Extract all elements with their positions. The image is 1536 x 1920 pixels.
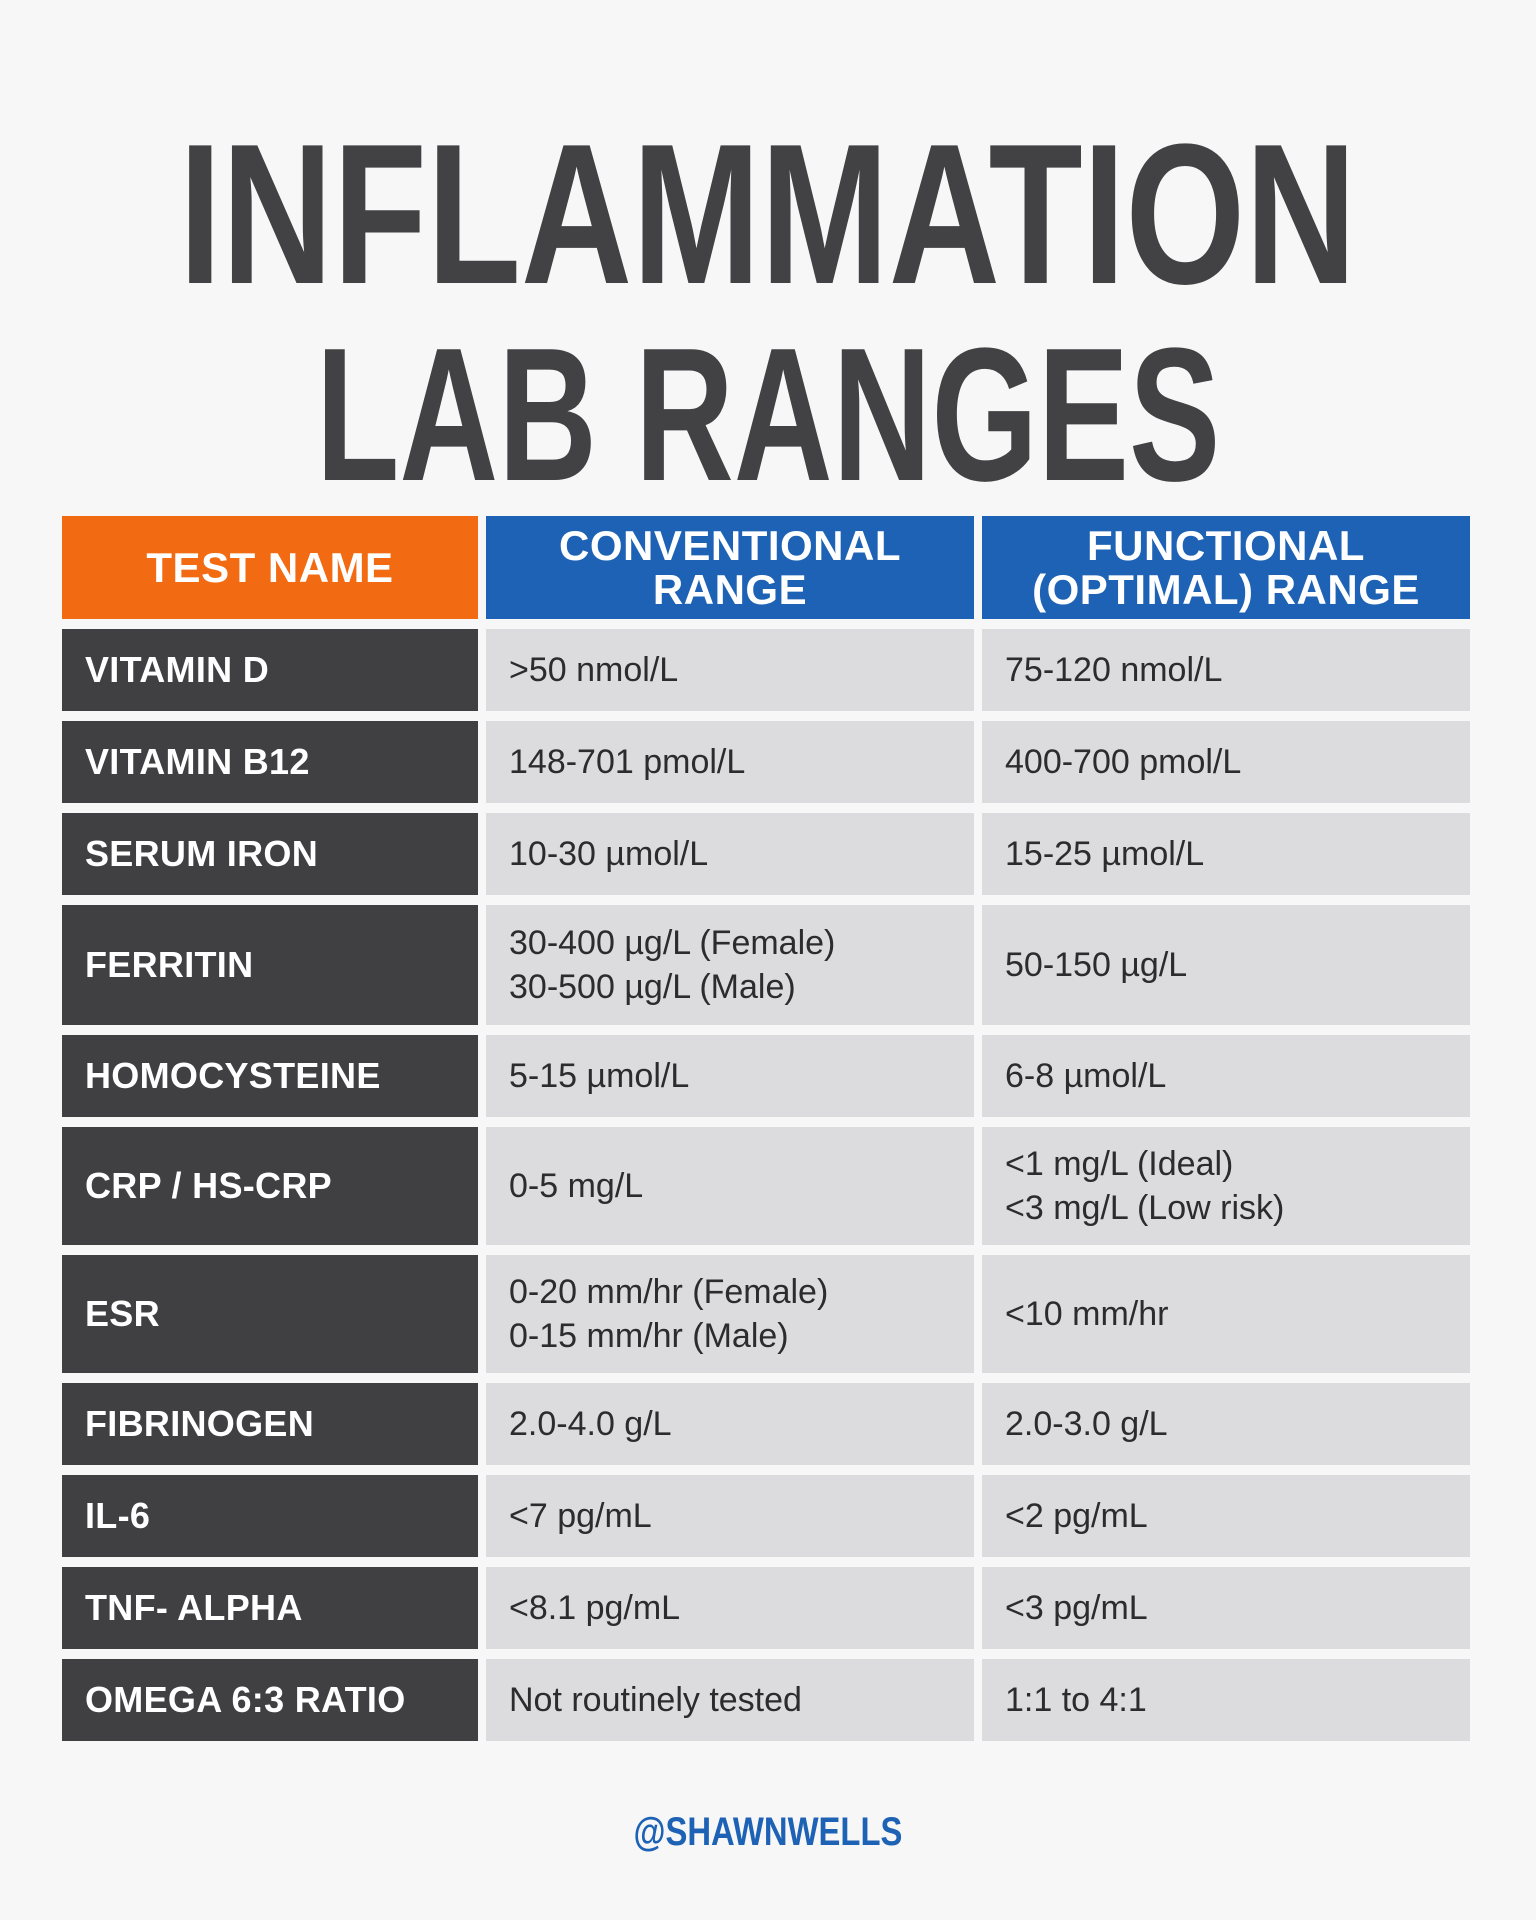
row-conventional-homocysteine: 5-15 µmol/L xyxy=(486,1035,974,1117)
header-test-name-label: TEST NAME xyxy=(146,543,394,591)
row-name-homocysteine: HOMOCYSTEINE xyxy=(62,1035,478,1117)
value-line: 1:1 to 4:1 xyxy=(1005,1681,1147,1719)
row-functional-crp: <1 mg/L (Ideal) <3 mg/L (Low risk) xyxy=(982,1127,1470,1245)
value-line: <10 mm/hr xyxy=(1005,1295,1169,1333)
row-conventional-crp: 0-5 mg/L xyxy=(486,1127,974,1245)
value-line: 0-20 mm/hr (Female) xyxy=(509,1273,829,1311)
row-name-crp: CRP / HS-CRP xyxy=(62,1127,478,1245)
page-title-line-2: LAB RANGES xyxy=(0,320,1536,510)
header-functional-line-1: FUNCTIONAL xyxy=(1087,521,1365,569)
value-line: <2 pg/mL xyxy=(1005,1497,1148,1535)
value-line: <8.1 pg/mL xyxy=(509,1589,681,1627)
header-test-name: TEST NAME xyxy=(62,516,478,619)
header-conventional-range: CONVENTIONAL RANGE xyxy=(486,516,974,619)
value-line: 5-15 µmol/L xyxy=(509,1057,690,1095)
value-line: 0-5 mg/L xyxy=(509,1167,644,1205)
footer-handle-text: @SHAWNWELLS xyxy=(633,1810,903,1854)
row-functional-vitamin-b12: 400-700 pmol/L xyxy=(982,721,1470,803)
row-functional-serum-iron: 15-25 µmol/L xyxy=(982,813,1470,895)
value-line: 30-500 µg/L (Male) xyxy=(509,968,796,1006)
value-line: 50-150 µg/L xyxy=(1005,946,1188,984)
row-functional-tnf-alpha: <3 pg/mL xyxy=(982,1567,1470,1649)
value-line: 6-8 µmol/L xyxy=(1005,1057,1167,1095)
page-title-line-1: INFLAMMATION xyxy=(0,115,1536,315)
row-name-ferritin: FERRITIN xyxy=(62,905,478,1025)
header-conventional-line-2: RANGE xyxy=(652,565,808,613)
row-conventional-fibrinogen: 2.0-4.0 g/L xyxy=(486,1383,974,1465)
row-name-vitamin-d: VITAMIN D xyxy=(62,629,478,711)
row-name-vitamin-b12: VITAMIN B12 xyxy=(62,721,478,803)
value-line: <1 mg/L (Ideal) xyxy=(1005,1145,1234,1183)
row-conventional-il-6: <7 pg/mL xyxy=(486,1475,974,1557)
value-line: 75-120 nmol/L xyxy=(1005,651,1223,689)
row-name-omega-ratio: OMEGA 6:3 RATIO xyxy=(62,1659,478,1741)
row-conventional-ferritin: 30-400 µg/L (Female) 30-500 µg/L (Male) xyxy=(486,905,974,1025)
row-functional-omega-ratio: 1:1 to 4:1 xyxy=(982,1659,1470,1741)
row-conventional-omega-ratio: Not routinely tested xyxy=(486,1659,974,1741)
header-functional-range: FUNCTIONAL (OPTIMAL) RANGE xyxy=(982,516,1470,619)
value-line: 30-400 µg/L (Female) xyxy=(509,924,836,962)
footer-handle: @SHAWNWELLS xyxy=(0,1810,1536,1855)
value-line: 400-700 pmol/L xyxy=(1005,743,1242,781)
row-conventional-tnf-alpha: <8.1 pg/mL xyxy=(486,1567,974,1649)
lab-ranges-table: TEST NAME CONVENTIONAL RANGE FUNCTIONAL … xyxy=(62,516,1470,1741)
value-line: 10-30 µmol/L xyxy=(509,835,709,873)
row-name-tnf-alpha: TNF- ALPHA xyxy=(62,1567,478,1649)
row-conventional-vitamin-b12: 148-701 pmol/L xyxy=(486,721,974,803)
row-conventional-serum-iron: 10-30 µmol/L xyxy=(486,813,974,895)
header-functional-line-2: (OPTIMAL) RANGE xyxy=(1032,565,1420,613)
value-line: >50 nmol/L xyxy=(509,651,679,689)
row-name-esr: ESR xyxy=(62,1255,478,1373)
row-conventional-vitamin-d: >50 nmol/L xyxy=(486,629,974,711)
value-line: 2.0-4.0 g/L xyxy=(509,1405,672,1443)
row-name-fibrinogen: FIBRINOGEN xyxy=(62,1383,478,1465)
value-line: <3 mg/L (Low risk) xyxy=(1005,1189,1285,1227)
value-line: 2.0-3.0 g/L xyxy=(1005,1405,1168,1443)
row-name-il-6: IL-6 xyxy=(62,1475,478,1557)
value-line: <3 pg/mL xyxy=(1005,1589,1148,1627)
value-line: 15-25 µmol/L xyxy=(1005,835,1205,873)
header-conventional-line-1: CONVENTIONAL xyxy=(559,521,901,569)
value-line: <7 pg/mL xyxy=(509,1497,652,1535)
row-conventional-esr: 0-20 mm/hr (Female) 0-15 mm/hr (Male) xyxy=(486,1255,974,1373)
title-line-1-text: INFLAMMATION xyxy=(179,103,1357,326)
row-functional-ferritin: 50-150 µg/L xyxy=(982,905,1470,1025)
title-line-2-text: LAB RANGES xyxy=(315,309,1221,521)
row-functional-esr: <10 mm/hr xyxy=(982,1255,1470,1373)
row-functional-il-6: <2 pg/mL xyxy=(982,1475,1470,1557)
value-line: 0-15 mm/hr (Male) xyxy=(509,1317,789,1355)
value-line: 148-701 pmol/L xyxy=(509,743,746,781)
row-functional-fibrinogen: 2.0-3.0 g/L xyxy=(982,1383,1470,1465)
value-line: Not routinely tested xyxy=(509,1681,802,1719)
row-functional-vitamin-d: 75-120 nmol/L xyxy=(982,629,1470,711)
row-functional-homocysteine: 6-8 µmol/L xyxy=(982,1035,1470,1117)
row-name-serum-iron: SERUM IRON xyxy=(62,813,478,895)
